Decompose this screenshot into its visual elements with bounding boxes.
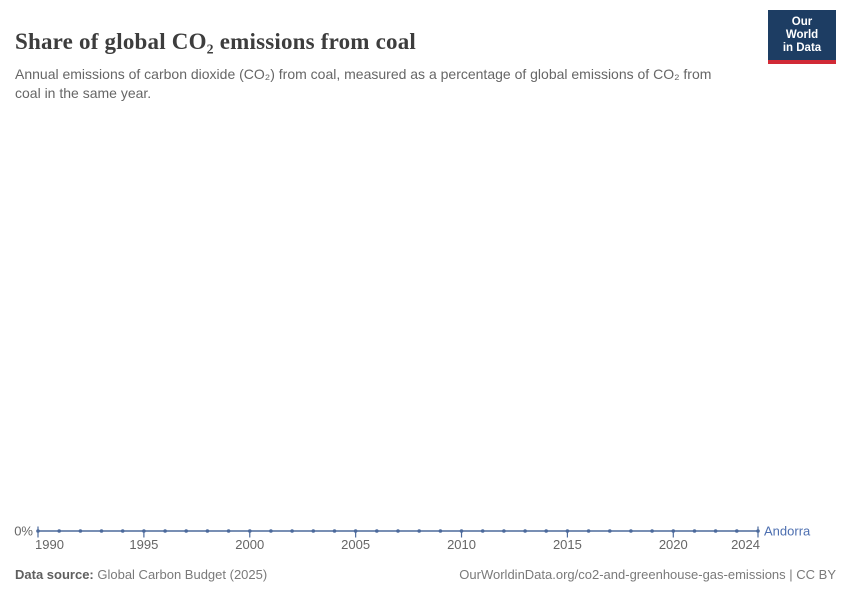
- x-tick-label: 1990: [35, 537, 64, 552]
- data-point[interactable]: [692, 529, 697, 533]
- x-tick-label: 2000: [235, 537, 264, 552]
- data-point[interactable]: [565, 529, 570, 533]
- chart-canvas: 1990 1995 2000 2005 2010 2015 2020 2024 0% Andorr…: [14, 524, 811, 553]
- page-subtitle: Annual emissions of carbon dioxide (CO₂)…: [15, 66, 712, 101]
- entity-label[interactable]: Andorra: [764, 524, 811, 539]
- data-point[interactable]: [142, 529, 146, 533]
- data-point[interactable]: [248, 529, 252, 533]
- x-tick-label: 1995: [129, 537, 158, 552]
- x-tick-label: 2010: [447, 537, 476, 552]
- data-point[interactable]: [226, 529, 231, 533]
- data-point[interactable]: [459, 529, 464, 533]
- page-title: Share of global CO₂ emissions from coal: [15, 29, 417, 55]
- x-tick-label: 2024: [731, 537, 760, 552]
- data-point[interactable]: [417, 529, 422, 533]
- data-point[interactable]: [480, 529, 485, 533]
- data-source: Data source: Global Carbon Budget (2025): [15, 567, 267, 582]
- data-point[interactable]: [502, 529, 506, 533]
- data-point[interactable]: [163, 529, 167, 533]
- x-tick-label: 2020: [659, 537, 688, 552]
- x-tick-label: 2015: [553, 537, 582, 552]
- data-point[interactable]: [311, 529, 316, 533]
- data-point[interactable]: [184, 529, 188, 533]
- data-point[interactable]: [99, 529, 104, 533]
- data-point[interactable]: [650, 529, 654, 533]
- data-point[interactable]: [438, 529, 443, 533]
- data-point[interactable]: [586, 529, 591, 533]
- owid-logo-line1: Our World: [785, 16, 819, 41]
- chart-footer: Data source: Global Carbon Budget (2025)…: [15, 567, 836, 582]
- data-source-value: Global Carbon Budget (2025): [93, 567, 268, 582]
- data-point[interactable]: [353, 529, 358, 533]
- data-point[interactable]: [36, 529, 40, 533]
- data-point[interactable]: [332, 529, 337, 533]
- data-point[interactable]: [269, 529, 273, 533]
- data-point[interactable]: [396, 529, 400, 533]
- data-point[interactable]: [290, 529, 294, 533]
- data-point[interactable]: [375, 529, 379, 533]
- data-point[interactable]: [608, 529, 612, 533]
- data-point[interactable]: [120, 529, 125, 533]
- owid-logo-line2: in Data: [782, 42, 822, 54]
- x-tick-label: 2005: [341, 537, 370, 552]
- data-point[interactable]: [671, 529, 676, 533]
- data-point[interactable]: [57, 529, 61, 533]
- data-point[interactable]: [629, 529, 633, 533]
- data-point[interactable]: [205, 529, 210, 533]
- data-point[interactable]: [756, 529, 760, 533]
- data-point[interactable]: [523, 529, 527, 533]
- data-point[interactable]: [713, 529, 718, 533]
- data-point[interactable]: [78, 529, 83, 533]
- data-source-label: Data source:: [15, 567, 94, 582]
- y-tick-label: 0%: [14, 524, 33, 539]
- owid-logo[interactable]: Our World in Data: [768, 10, 836, 64]
- data-point[interactable]: [735, 529, 739, 533]
- data-point[interactable]: [544, 529, 548, 533]
- footer-link[interactable]: OurWorldinData.org/co2-and-greenhouse-ga…: [459, 567, 836, 582]
